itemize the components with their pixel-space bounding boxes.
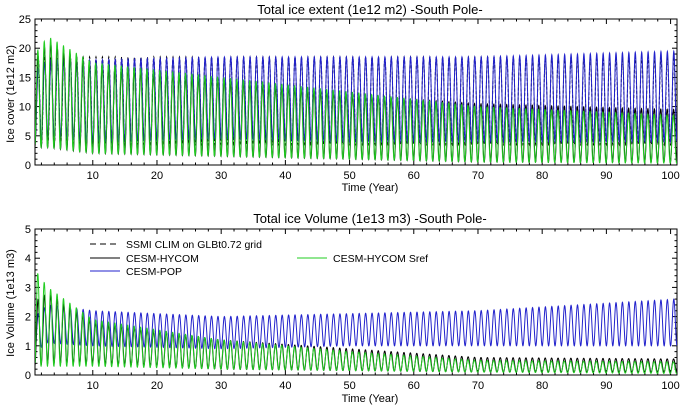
legend-label: CESM-HYCOM Sref [333,253,428,265]
legend-label: CESM-HYCOM [126,253,199,265]
y-tick-label: 10 [19,102,31,114]
plot-area: 10 20 30 40 50 60 70 80 90 100 0 1 2 3 4 5 [25,224,680,392]
x-tick-label: 30 [215,170,227,182]
y-tick-label: 0 [25,370,31,382]
x-tick-label: 20 [151,380,163,392]
plot-frame [34,228,678,376]
y-tick-label: 0 [25,160,31,172]
legend-entry: SSMI CLIM on GLBt0.72 grid [90,239,262,251]
y-axis-label: Ice cover (1e12 m2) [5,45,17,143]
x-tick-label: 60 [408,170,420,182]
plot-area: 10 20 30 40 50 60 70 80 90 100 0 5 10 15 20 25 [19,14,680,182]
y-tick-label: 2 [25,312,31,324]
legend-label: CESM-POP [126,266,182,278]
x-tick-label: 20 [151,170,163,182]
x-tick-label: 40 [279,380,291,392]
y-tick-label: 20 [19,43,31,55]
x-tick-label: 50 [343,170,355,182]
chart-title: Total ice extent (1e12 m2) -South Pole- [257,2,482,17]
x-tick-label: 80 [536,170,548,182]
x-tick-label: 40 [279,170,291,182]
y-tick-label: 4 [25,253,31,265]
x-tick-label: 70 [472,170,484,182]
legend-entry: CESM-HYCOM Sref [297,253,428,265]
y-axis-label: Ice Volume (1e13 m3) [5,249,17,357]
legend-label: SSMI CLIM on GLBt0.72 grid [126,239,262,251]
x-tick-label: 100 [661,170,679,182]
x-tick-label: 60 [408,380,420,392]
x-axis-label: Time (Year) [342,393,399,405]
ice-extent-chart: Total ice extent (1e12 m2) -South Pole- … [5,2,680,194]
y-tick-label: 15 [19,72,31,84]
x-tick-label: 70 [472,380,484,392]
x-tick-label: 80 [536,380,548,392]
x-tick-label: 90 [600,170,612,182]
y-tick-label: 5 [25,224,31,236]
series-line [35,55,677,147]
x-tick-label: 90 [600,380,612,392]
x-tick-label: 100 [661,380,679,392]
x-tick-label: 50 [343,380,355,392]
legend-entry: CESM-POP [90,266,182,278]
y-tick-label: 1 [25,341,31,353]
x-tick-label: 30 [215,380,227,392]
series-line [35,272,677,375]
legend-entry: CESM-HYCOM [90,253,199,265]
chart-title: Total ice Volume (1e13 m3) -South Pole- [253,211,486,226]
x-tick-label: 10 [87,170,99,182]
x-axis-label: Time (Year) [342,182,399,194]
y-tick-label: 3 [25,282,31,294]
x-tick-label: 10 [87,380,99,392]
legend: SSMI CLIM on GLBt0.72 grid CESM-HYCOM CE… [90,239,428,278]
series-line [35,298,677,352]
plot-frame [34,18,678,166]
series-line [35,49,677,144]
y-tick-label: 25 [19,14,31,26]
ice-volume-chart: Total ice Volume (1e13 m3) -South Pole- … [5,211,680,405]
series-line [35,37,677,164]
y-tick-label: 5 [25,131,31,143]
